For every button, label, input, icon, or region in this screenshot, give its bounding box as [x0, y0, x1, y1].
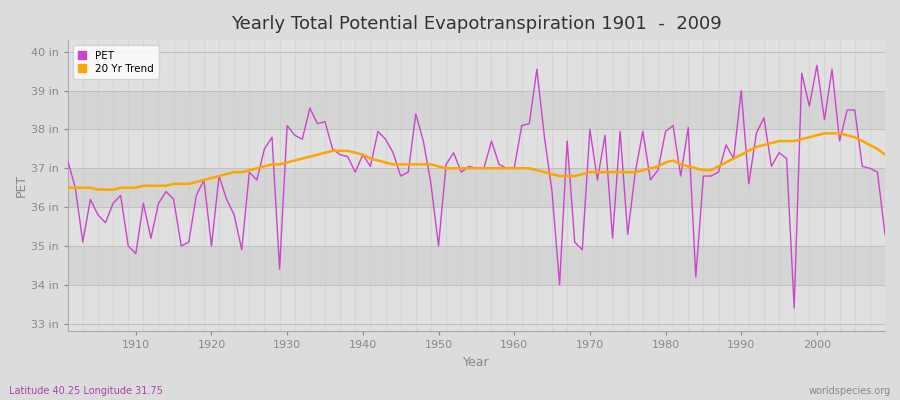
20 Yr Trend: [879, 152, 890, 157]
Title: Yearly Total Potential Evapotranspiration 1901  -  2009: Yearly Total Potential Evapotranspiratio…: [231, 15, 722, 33]
Line: 20 Yr Trend: 20 Yr Trend: [68, 133, 885, 190]
Bar: [68, 246, 885, 285]
PET: [501, 166, 512, 171]
PET: [508, 166, 519, 171]
Bar: [68, 207, 885, 246]
20 Yr Trend: [819, 131, 830, 136]
Text: worldspecies.org: worldspecies.org: [809, 386, 891, 396]
Bar: [68, 285, 885, 324]
PET: [788, 306, 799, 310]
20 Yr Trend: [130, 185, 141, 190]
PET: [335, 152, 346, 157]
Bar: [68, 168, 885, 207]
Bar: [68, 130, 885, 168]
Y-axis label: PET: PET: [15, 174, 28, 197]
20 Yr Trend: [297, 156, 308, 161]
20 Yr Trend: [517, 166, 527, 171]
20 Yr Trend: [508, 166, 519, 171]
PET: [599, 133, 610, 138]
X-axis label: Year: Year: [463, 356, 490, 369]
PET: [812, 63, 823, 68]
Legend: PET, 20 Yr Trend: PET, 20 Yr Trend: [73, 45, 158, 79]
20 Yr Trend: [93, 187, 104, 192]
PET: [879, 232, 890, 237]
Bar: [68, 52, 885, 91]
PET: [62, 158, 73, 163]
PET: [122, 244, 133, 248]
Text: Latitude 40.25 Longitude 31.75: Latitude 40.25 Longitude 31.75: [9, 386, 163, 396]
20 Yr Trend: [62, 185, 73, 190]
20 Yr Trend: [342, 148, 353, 153]
PET: [289, 133, 300, 138]
Line: PET: PET: [68, 65, 885, 308]
Bar: [68, 91, 885, 130]
20 Yr Trend: [608, 170, 618, 174]
